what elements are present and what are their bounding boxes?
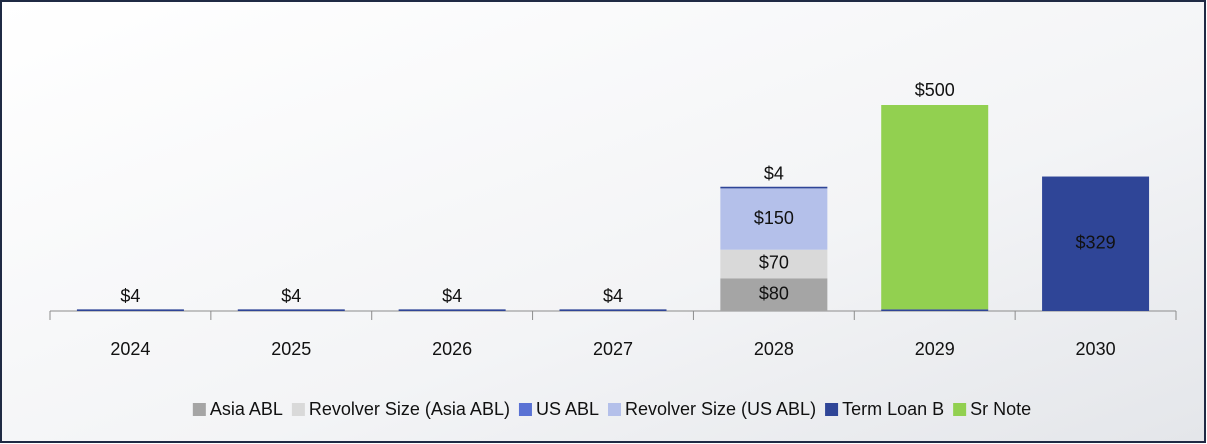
x-tick-label: 2027: [593, 339, 633, 359]
bar-segment: [559, 309, 667, 311]
legend-label: Term Loan B: [842, 399, 944, 419]
data-label: $4: [281, 286, 301, 306]
x-tick-label: 2025: [271, 339, 311, 359]
data-label: $4: [120, 286, 140, 306]
legend-swatch: [608, 403, 621, 416]
data-label: $329: [1076, 233, 1116, 253]
legend-label: US ABL: [536, 399, 599, 419]
bar-segment: [720, 249, 828, 279]
x-tick-label: 2029: [915, 339, 955, 359]
data-label: $80: [759, 283, 789, 303]
legend-label: Asia ABL: [210, 399, 283, 419]
x-tick-label: 2024: [110, 339, 150, 359]
bar-segment: [881, 309, 989, 311]
legend-label: Revolver Size (US ABL): [625, 399, 816, 419]
data-label: $500: [915, 80, 955, 100]
legend-label: Revolver Size (Asia ABL): [309, 399, 510, 419]
x-tick-label: 2026: [432, 339, 472, 359]
data-label: $150: [754, 208, 794, 228]
legend-swatch: [291, 403, 305, 416]
data-label: $4: [764, 163, 784, 183]
legend-swatch: [518, 403, 532, 416]
x-tick-label: 2030: [1076, 339, 1116, 359]
bar-segment: [720, 278, 828, 311]
data-label: $70: [759, 253, 789, 273]
bar-segment: [1042, 176, 1150, 311]
legend-swatch: [953, 403, 967, 416]
bar-segment: [76, 309, 184, 311]
bar-segment: [720, 186, 828, 189]
data-label: $4: [603, 286, 623, 306]
legend-swatch: [192, 403, 206, 416]
bar-segment: [720, 188, 828, 250]
bar-segment: [237, 309, 345, 311]
legend-swatch: [825, 403, 839, 416]
bar-segment: [881, 105, 989, 310]
bar-segment: [398, 309, 506, 311]
legend-label: Sr Note: [970, 399, 1031, 419]
x-tick-label: 2028: [754, 339, 794, 359]
data-label: $4: [442, 286, 462, 306]
